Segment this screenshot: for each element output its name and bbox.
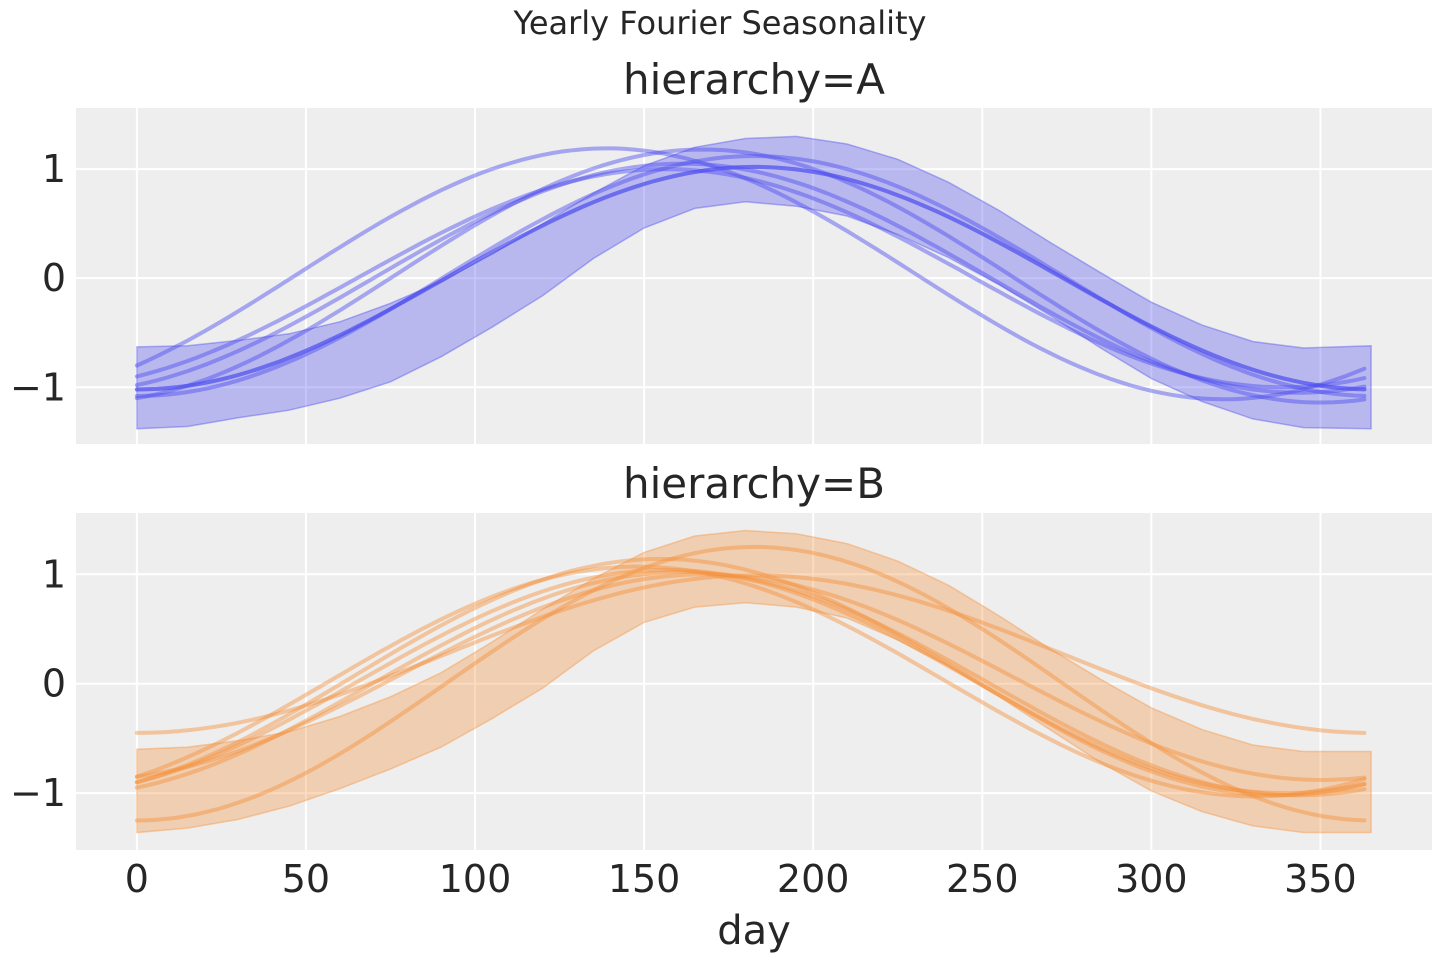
x-tick-label: 250 [946, 857, 1019, 901]
series-group [134, 529, 1372, 834]
sample-line [134, 161, 1367, 395]
y-tick-labels: −1 0 1 [10, 552, 66, 815]
sample-line [134, 573, 1367, 735]
credible-band [136, 135, 1372, 430]
y-tick-label: −1 [10, 771, 66, 815]
sample-line [134, 544, 1367, 823]
credible-band [136, 529, 1372, 834]
panel-a: hierarchy=A −1 0 1 [10, 55, 1432, 444]
panel-title: hierarchy=B [623, 459, 885, 508]
y-tick-labels: −1 0 1 [10, 147, 66, 409]
y-tick-label: 0 [42, 256, 66, 300]
grid [76, 108, 1432, 444]
x-tick-label: 50 [282, 857, 330, 901]
panel-title: hierarchy=A [623, 55, 885, 104]
x-axis-label: day [717, 908, 791, 954]
x-tick-label: 200 [777, 857, 850, 901]
grid [76, 513, 1432, 850]
sample-line [134, 167, 1367, 390]
x-tick-label: 0 [125, 857, 149, 901]
sample-line [134, 572, 1367, 783]
sample-line [134, 164, 1367, 392]
x-tick-label: 150 [608, 857, 681, 901]
sample-line [134, 147, 1367, 405]
y-tick-label: −1 [10, 365, 66, 409]
sample-line [134, 146, 1367, 402]
panel-b: hierarchy=B −1 0 1 0 50 100 150 200 250 300 350 [10, 459, 1432, 901]
figure-title: Yearly Fourier Seasonality [513, 4, 927, 42]
x-tick-label: 300 [1115, 857, 1188, 901]
x-tick-label: 100 [439, 857, 512, 901]
sample-line [134, 570, 1367, 798]
sample-line [134, 557, 1367, 798]
sample-line [134, 153, 1367, 398]
sample-line [134, 564, 1367, 799]
x-tick-label: 350 [1284, 857, 1357, 901]
series-group [134, 135, 1372, 430]
y-tick-label: 1 [42, 552, 66, 596]
y-tick-label: 0 [42, 662, 66, 706]
y-tick-label: 1 [42, 147, 66, 191]
sample-line [134, 164, 1367, 392]
sample-line [134, 567, 1367, 796]
x-tick-labels: 0 50 100 150 200 250 300 350 [125, 857, 1357, 901]
